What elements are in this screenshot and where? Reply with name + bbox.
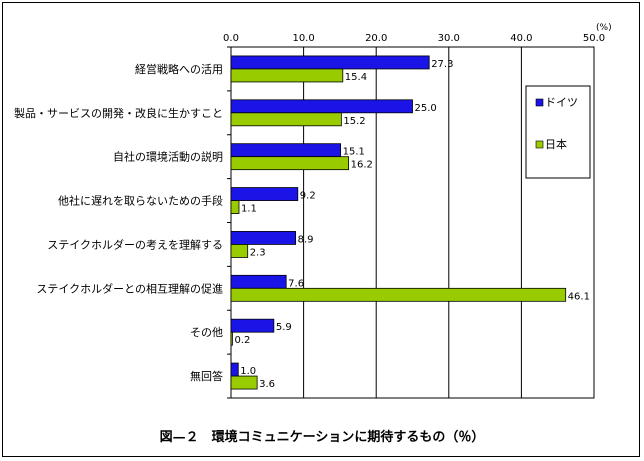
figure-caption: 図—２ 環境コミュニケーションに期待するもの（％） <box>159 430 485 445</box>
data-label: 8.9 <box>298 234 314 245</box>
category-label: 他社に遅れを取らないための手段 <box>58 194 223 208</box>
unit-label: (%) <box>596 23 612 33</box>
bar-japan <box>230 156 350 171</box>
bar-germany <box>230 55 430 70</box>
bar-japan <box>230 375 258 390</box>
category-label: その他 <box>190 326 223 339</box>
legend-swatch <box>535 98 544 107</box>
category-label: ステイクホルダーの考えを理解する <box>47 237 223 251</box>
category-label: 無回答 <box>190 369 223 383</box>
category-label: 経営戦略への活用 <box>135 62 223 76</box>
x-tick-label: 50.0 <box>583 33 605 44</box>
data-label: 0.2 <box>234 335 250 346</box>
category-label: 自社の環境活動の説明 <box>113 150 223 164</box>
x-tick-label: 0.0 <box>223 33 239 44</box>
data-label: 25.0 <box>415 103 437 114</box>
bar-germany <box>230 318 275 333</box>
legend-swatch <box>535 140 544 149</box>
bar-japan <box>230 68 344 83</box>
bar-germany <box>230 143 342 158</box>
data-label: 16.2 <box>351 160 373 171</box>
category-labels: 経営戦略への活用製品・サービスの開発・改良に生かすこと自社の環境活動の説明他社に… <box>14 62 223 383</box>
data-label: 15.4 <box>345 72 367 83</box>
data-label: 15.1 <box>343 147 365 158</box>
legend-label: ドイツ <box>545 96 578 109</box>
x-tick-label: 20.0 <box>365 33 387 44</box>
x-tick-label: 40.0 <box>510 33 532 44</box>
x-tick-label: 30.0 <box>438 33 460 44</box>
bar-japan <box>230 200 240 214</box>
bar-germany <box>230 231 297 245</box>
data-label: 27.3 <box>431 59 453 70</box>
bar-japan <box>230 112 342 127</box>
bar-japan <box>230 331 233 346</box>
data-label: 2.3 <box>250 247 266 258</box>
category-label: 製品・サービスの開発・改良に生かすこと <box>14 106 223 120</box>
x-tick-label: 10.0 <box>292 33 314 44</box>
data-label: 3.6 <box>259 379 275 390</box>
bar-japan <box>230 287 567 302</box>
bar-germany <box>230 187 299 201</box>
bar-germany <box>230 274 287 289</box>
data-label: 5.9 <box>276 322 292 333</box>
bar-chart: 0.0 10.0 20.0 30.0 40.0 50.0 (%) 27.3 15.4 25.0… <box>14 23 612 399</box>
bar-japan <box>230 244 249 258</box>
data-label: 1.0 <box>240 366 256 377</box>
data-label: 46.1 <box>568 291 590 302</box>
data-label: 7.6 <box>288 278 304 289</box>
data-label: 15.2 <box>343 116 365 127</box>
data-label: 1.1 <box>241 204 257 215</box>
bar-germany <box>230 99 413 114</box>
bar-germany <box>230 362 239 377</box>
figure-frame: 0.0 10.0 20.0 30.0 40.0 50.0 (%) 27.3 15.4 25.0… <box>2 2 640 457</box>
legend-label: 日本 <box>545 137 567 151</box>
data-label: 9.2 <box>300 191 316 202</box>
category-label: ステイクホルダーとの相互理解の促進 <box>36 281 223 295</box>
bars-layer: 27.3 15.4 25.0 15.2 15.1 16.2 9.2 1.1 8.9 2.3 7.6 4… <box>230 55 590 390</box>
x-axis-ticks: 0.0 10.0 20.0 30.0 40.0 50.0 <box>223 33 605 44</box>
